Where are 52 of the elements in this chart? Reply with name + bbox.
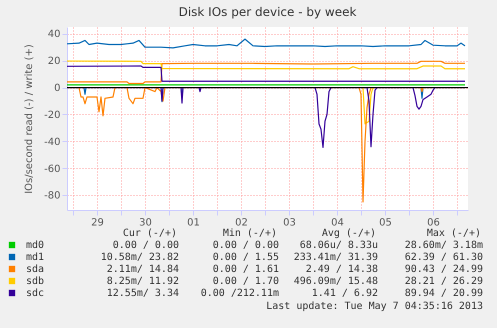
text: 233.41m/ 31.39 — [294, 252, 378, 263]
text: 90.43 / 24.99 — [404, 264, 483, 275]
y-axis-title: IOs/second read (-) / write (+) — [24, 44, 36, 194]
y-tick-label: 20 — [48, 56, 60, 68]
chart-title: Disk IOs per device - by week — [178, 5, 356, 19]
text: Max (-/+) — [426, 228, 481, 239]
line-series — [67, 60, 466, 70]
text: 28.21 / 26.29 — [404, 276, 483, 287]
x-tick-label: 30 — [139, 218, 152, 228]
text: 496.09m/ 15.48 — [294, 276, 378, 287]
legend-label: sdb — [26, 276, 44, 287]
legend-label: sdc — [26, 288, 44, 299]
legend-label: sda — [26, 264, 44, 275]
y-tick-label: -60 — [44, 164, 60, 175]
text: 12.55m/ 3.34 — [106, 288, 179, 299]
y-tick-label: -80 — [44, 190, 60, 202]
line-series — [362, 86, 374, 124]
text: 28.60m/ 3.18m — [404, 240, 483, 251]
text: Last update: Tue May 7 04:35:16 2013 — [266, 301, 483, 312]
text: 68.06u/ 8.33u — [300, 240, 378, 251]
text: 62.39 / 61.30 — [404, 252, 483, 263]
x-tick-label: 04 — [331, 218, 344, 228]
legend-label: md1 — [26, 252, 44, 263]
text: Avg (-/+) — [322, 228, 376, 239]
y-tick-label: -40 — [44, 136, 60, 148]
line-series — [67, 60, 466, 84]
line-series — [67, 65, 466, 82]
y-tick-label: 40 — [48, 29, 60, 40]
text: 0.00 /212.11m — [200, 288, 279, 299]
x-tick-label: 06 — [427, 218, 440, 228]
text: 0.00 / 0.00 — [212, 240, 279, 251]
x-tick-label: 03 — [283, 218, 296, 228]
text: 89.94 / 20.99 — [404, 288, 483, 299]
text: Cur (-/+) — [122, 228, 177, 239]
text: 1.41 / 6.92 — [312, 288, 378, 299]
text: 2.49 / 14.38 — [306, 264, 378, 275]
x-tick-label: 02 — [235, 218, 248, 228]
text: 8.25m/ 11.92 — [106, 276, 179, 287]
text: 10.58m/ 23.82 — [100, 252, 179, 263]
text: 2.11m/ 14.84 — [106, 264, 179, 275]
text: 0.00 / 1.61 — [212, 264, 279, 275]
x-tick-label: 05 — [379, 218, 392, 228]
y-tick-label: 0 — [54, 83, 60, 94]
y-tick-label: -20 — [44, 110, 60, 121]
x-tick-label: 01 — [187, 218, 200, 228]
text: 0.00 / 0.00 — [112, 240, 179, 251]
text: 0.00 / 1.70 — [212, 276, 279, 287]
text: Min (-/+) — [222, 228, 277, 239]
line-series — [67, 38, 466, 48]
text: 0.00 / 1.55 — [212, 252, 279, 263]
x-tick-label: 29 — [91, 218, 104, 228]
legend-label: md0 — [26, 240, 44, 251]
